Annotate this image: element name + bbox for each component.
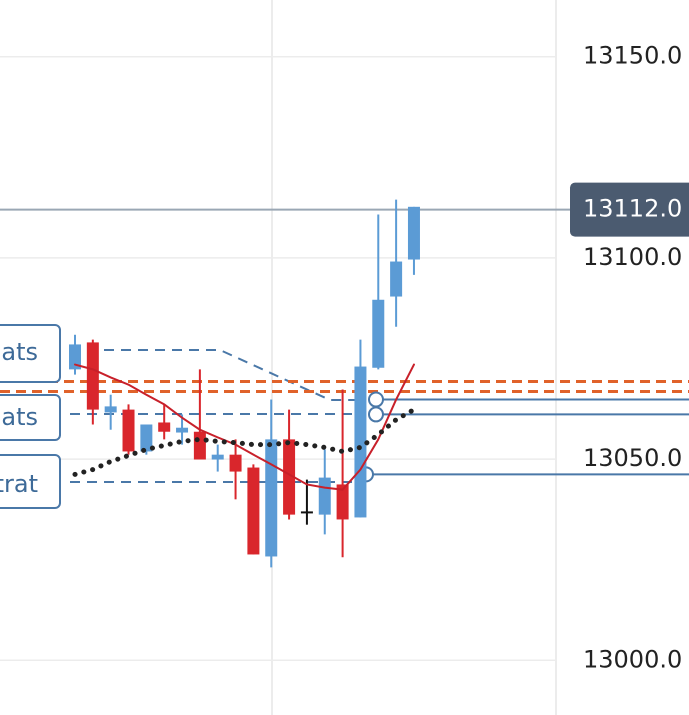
y-axis: 13000.0 13050.0 13100.0 13150.0 13112.0 — [570, 42, 689, 673]
candle-body — [265, 439, 278, 557]
candle-body — [283, 439, 296, 515]
candle-body — [336, 484, 349, 520]
price-tag — [570, 182, 689, 237]
candle-body — [69, 344, 81, 370]
grid — [0, 55, 556, 662]
y-tick-label: 13150.0 — [583, 42, 682, 70]
annotation-box — [0, 394, 61, 441]
candle-body — [354, 366, 367, 518]
indicator-line — [72, 407, 417, 477]
indicator-line — [74, 363, 415, 491]
levels — [0, 208, 689, 483]
candle-body — [104, 406, 117, 413]
annotation-box — [0, 454, 61, 509]
y-tick-label: 13100.0 — [583, 243, 682, 271]
level-handle — [368, 391, 384, 408]
candle-body — [176, 427, 189, 433]
candle-body — [247, 467, 260, 555]
annotation-label: ats — [1, 338, 38, 366]
candle-body — [211, 454, 224, 460]
indicator-lines — [72, 363, 417, 491]
candle-body — [122, 409, 135, 452]
candle-body — [140, 424, 153, 452]
price-tag-label: 13112.0 — [583, 195, 682, 223]
level-handle — [368, 406, 384, 423]
candle-body — [300, 511, 313, 514]
annotations: ats ats trat — [0, 324, 61, 509]
candle-body — [158, 422, 171, 432]
candle-body — [86, 342, 99, 410]
annotation-label: trat — [0, 470, 38, 498]
candle-body — [372, 299, 385, 368]
candle-body — [318, 477, 331, 515]
y-tick-label: 13000.0 — [583, 645, 682, 673]
candle-body — [407, 206, 420, 260]
y-tick-label: 13050.0 — [583, 444, 682, 472]
candles — [69, 199, 420, 568]
candle-body — [229, 454, 242, 472]
candle-body — [390, 261, 403, 297]
drawing-dashed — [70, 349, 360, 401]
annotation-label: ats — [1, 403, 38, 431]
annotation-box — [0, 324, 61, 383]
candle-body — [193, 431, 206, 460]
